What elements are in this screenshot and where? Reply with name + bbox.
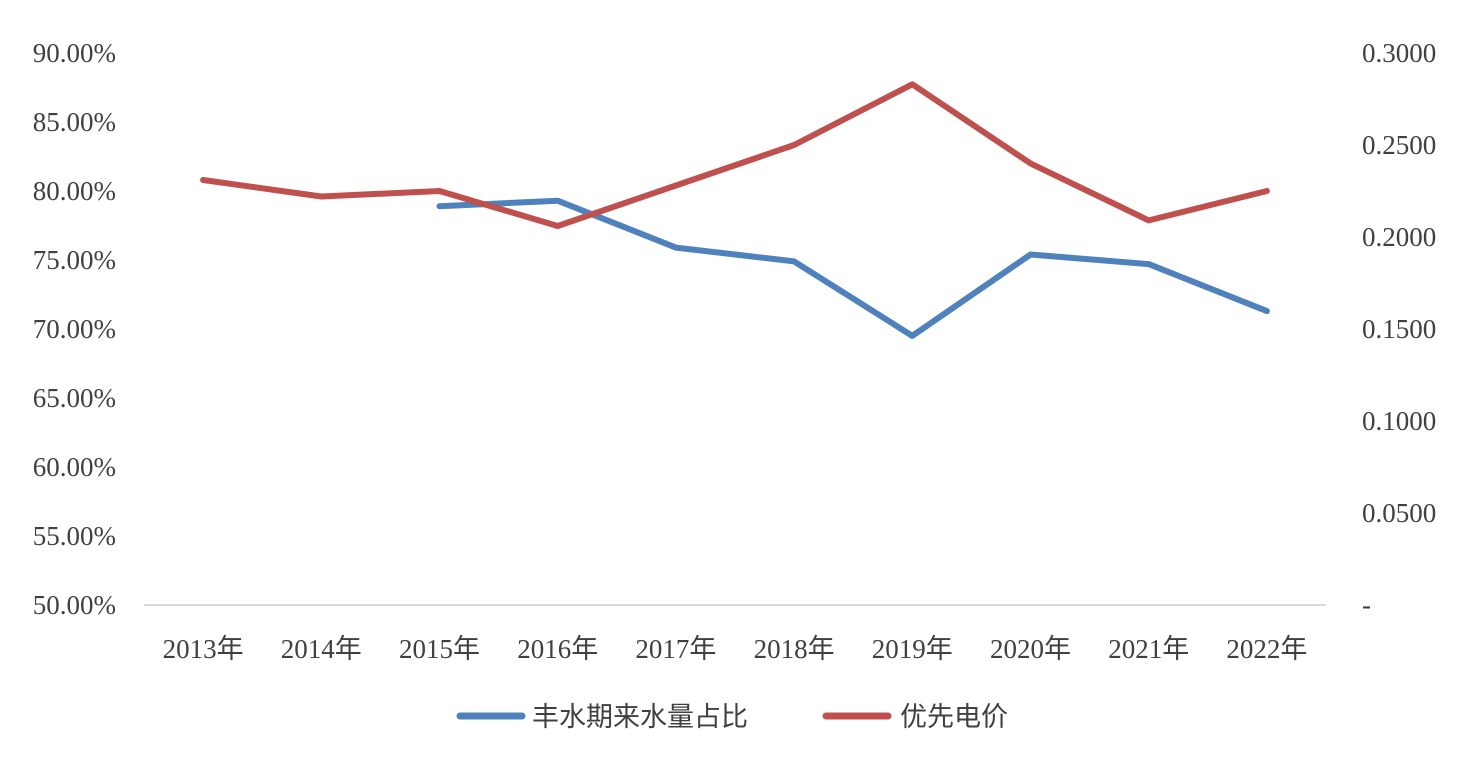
data-point (793, 260, 795, 262)
data-point (793, 144, 795, 146)
y-left-tick-label: 55.00% (33, 521, 116, 551)
y-left-tick-label: 70.00% (33, 314, 116, 344)
data-point (675, 184, 677, 186)
y-right-tick-label: 0.2000 (1362, 222, 1436, 252)
y-left-tick-label: 50.00% (33, 590, 116, 620)
x-tick-label: 2016年 (517, 634, 598, 664)
y-right-tick-label: 0.1500 (1362, 314, 1436, 344)
y-left-tick-label: 75.00% (33, 245, 116, 275)
y-right-tick-label: 0.2500 (1362, 130, 1436, 160)
x-tick-label: 2019年 (872, 634, 953, 664)
x-tick-label: 2020年 (990, 634, 1071, 664)
data-point (557, 225, 559, 227)
data-point (1148, 263, 1150, 265)
series-line-2 (200, 81, 1270, 229)
data-point (320, 196, 322, 198)
x-tick-label: 2013年 (163, 634, 244, 664)
data-point (1266, 190, 1268, 192)
data-point (675, 247, 677, 249)
x-tick-label: 2022年 (1226, 634, 1307, 664)
axis-layer: 50.00% 55.00% 60.00% 65.00% 70.00% 75.00% 80.0… (33, 38, 1437, 664)
x-tick-label: 2014年 (281, 634, 362, 664)
data-point (202, 179, 204, 181)
y-right-tick-label: 0.1000 (1362, 406, 1436, 436)
x-tick-label: 2015年 (399, 634, 480, 664)
y-right-tick-label: - (1362, 590, 1371, 620)
series-layer (200, 81, 1270, 339)
x-tick-label: 2017年 (635, 634, 716, 664)
data-point (1148, 219, 1150, 221)
data-point (557, 200, 559, 202)
data-point (1266, 310, 1268, 312)
data-point (1030, 162, 1031, 164)
y-left-tick-label: 90.00% (33, 38, 116, 68)
legend: 丰水期来水量占比 优先电价 (456, 702, 1008, 733)
data-point (911, 83, 913, 85)
data-point (439, 190, 440, 192)
data-point (911, 335, 913, 337)
legend-label: 丰水期来水量占比 (532, 702, 748, 733)
data-point (439, 205, 440, 207)
y-left-tick-label: 85.00% (33, 107, 116, 137)
x-tick-label: 2018年 (754, 634, 835, 664)
y-left-tick-label: 65.00% (33, 383, 116, 413)
y-left-tick-label: 60.00% (33, 452, 116, 482)
y-right-tick-label: 0.3000 (1362, 38, 1436, 68)
y-left-tick-label: 80.00% (33, 176, 116, 206)
legend-label: 优先电价 (900, 702, 1008, 733)
y-right-tick-label: 0.0500 (1362, 498, 1436, 528)
series-line-1 (436, 197, 1270, 339)
data-point (1030, 253, 1031, 255)
x-tick-label: 2021年 (1108, 634, 1189, 664)
